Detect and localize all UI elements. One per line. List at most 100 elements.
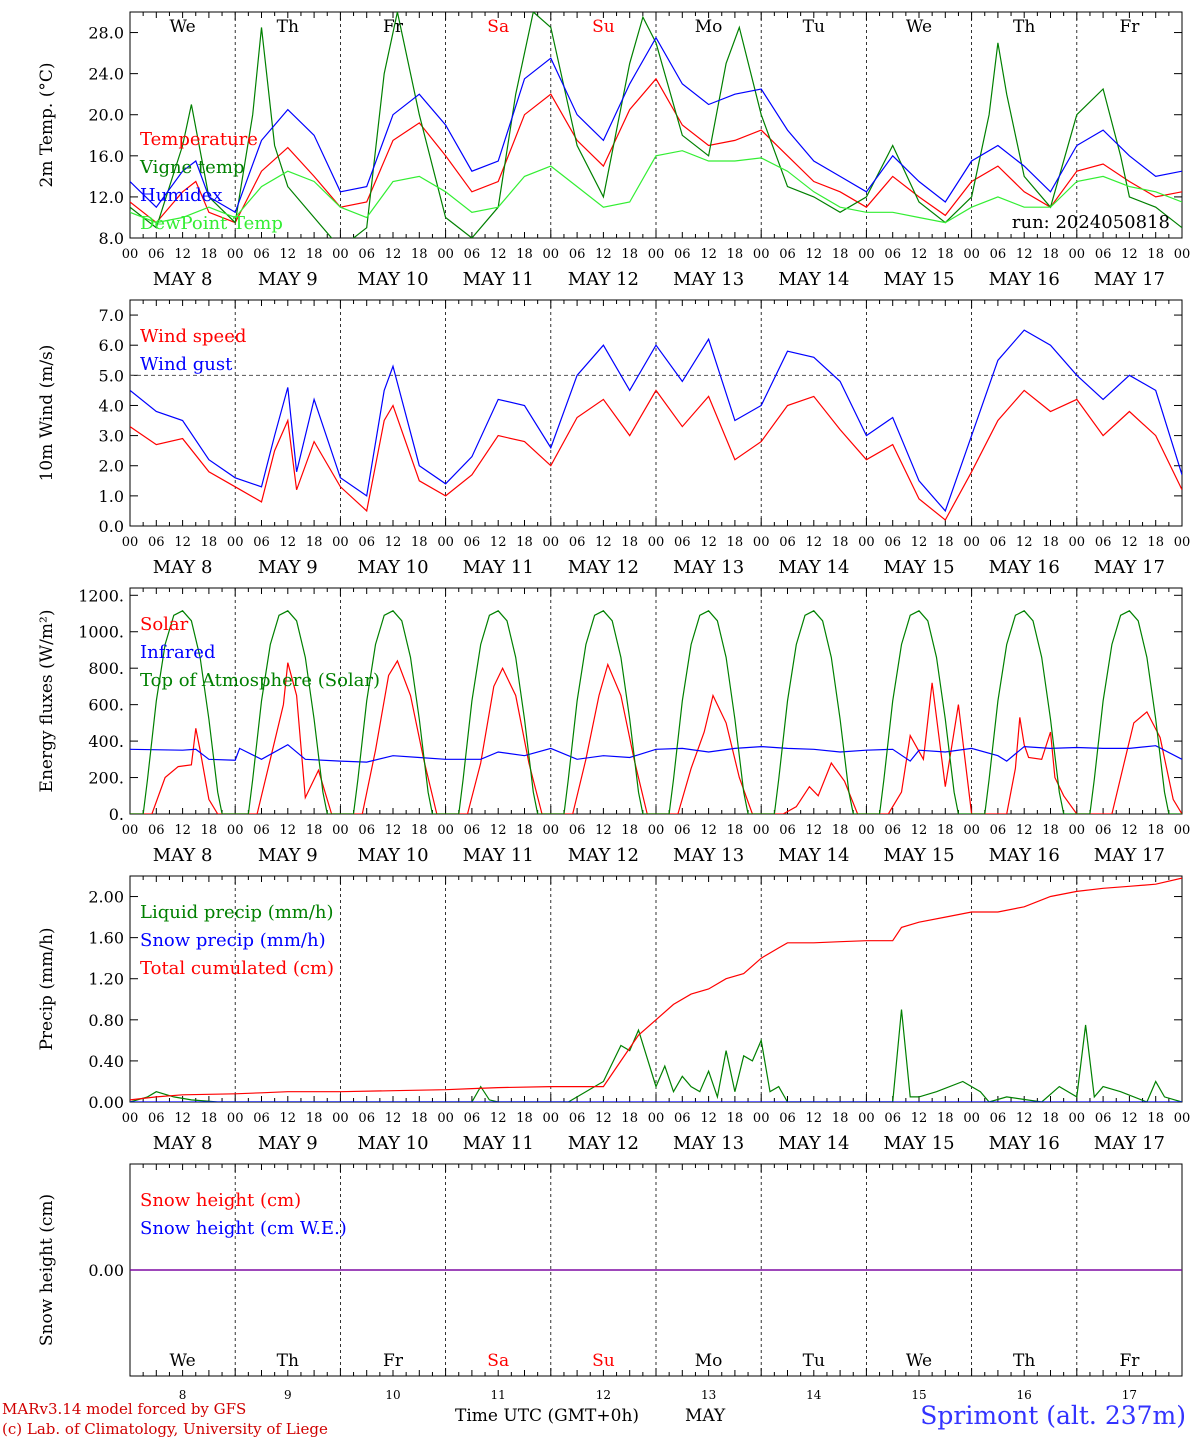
hour-tick-label: 00 xyxy=(227,535,244,550)
date-number: 10 xyxy=(385,1388,400,1402)
y-tick-label: 0.00 xyxy=(88,1261,124,1280)
date-label: MAY 11 xyxy=(463,1133,534,1154)
date-label: MAY 12 xyxy=(568,557,639,578)
date-label: MAY 14 xyxy=(778,269,849,290)
hour-tick-label: 12 xyxy=(174,535,191,550)
hour-tick-label: 12 xyxy=(490,247,507,262)
date-label: MAY 12 xyxy=(568,1133,639,1154)
legend-entry: Vigne temp xyxy=(139,157,244,178)
y-axis-label: Snow height (cm) xyxy=(37,1194,57,1346)
date-label: MAY 10 xyxy=(357,269,428,290)
hour-tick-label: 00 xyxy=(332,1111,349,1126)
hour-tick-label: 18 xyxy=(937,823,954,838)
hour-tick-label: 12 xyxy=(385,823,402,838)
hour-tick-label: 12 xyxy=(385,535,402,550)
series-line-dewpoint-temp xyxy=(130,150,1182,224)
hour-tick-label: 18 xyxy=(306,535,323,550)
hour-tick-label: 18 xyxy=(516,1111,533,1126)
hour-tick-label: 00 xyxy=(332,823,349,838)
day-label: Su xyxy=(592,1351,615,1371)
hour-tick-label: 06 xyxy=(569,247,586,262)
hour-tick-label: 00 xyxy=(543,535,560,550)
series-line-temperature xyxy=(130,77,1182,224)
y-tick-label: 1.60 xyxy=(88,929,124,948)
hour-tick-label: 12 xyxy=(806,1111,823,1126)
legend-entry: Infrared xyxy=(140,642,215,663)
hour-tick-label: 12 xyxy=(595,535,612,550)
hour-tick-label: 18 xyxy=(832,247,849,262)
hour-tick-label: 12 xyxy=(700,247,717,262)
legend-entry: Solar xyxy=(140,614,189,635)
legend-entry: Liquid precip (mm/h) xyxy=(140,902,334,923)
hour-tick-label: 12 xyxy=(1016,535,1033,550)
hour-tick-label: 00 xyxy=(227,1111,244,1126)
hour-tick-label: 06 xyxy=(779,535,796,550)
date-label: MAY 15 xyxy=(883,1133,954,1154)
date-label: MAY 14 xyxy=(778,1133,849,1154)
date-number: 13 xyxy=(701,1388,716,1402)
hour-tick-label: 00 xyxy=(1069,823,1086,838)
hour-tick-label: 18 xyxy=(937,247,954,262)
hour-tick-label: 18 xyxy=(201,247,218,262)
hour-tick-label: 00 xyxy=(437,823,454,838)
date-label: MAY 8 xyxy=(153,1133,213,1154)
hour-tick-label: 00 xyxy=(648,1111,665,1126)
legend-entry: Snow height (cm W.E.) xyxy=(140,1218,347,1239)
date-label: MAY 17 xyxy=(1094,845,1165,866)
hour-tick-label: 06 xyxy=(358,1111,375,1126)
hour-tick-label: 18 xyxy=(411,247,428,262)
hour-tick-label: 12 xyxy=(280,823,297,838)
day-label: Fr xyxy=(1119,17,1140,37)
hour-tick-label: 00 xyxy=(1174,247,1191,262)
hour-tick-label: 12 xyxy=(700,1111,717,1126)
hour-tick-label: 12 xyxy=(911,823,928,838)
hour-tick-label: 18 xyxy=(727,247,744,262)
hour-tick-label: 00 xyxy=(122,247,139,262)
credit-model: MARv3.14 model forced by GFS xyxy=(2,1400,247,1418)
y-tick-label: 400. xyxy=(88,732,124,751)
hour-tick-label: 06 xyxy=(253,823,270,838)
legend-entry: Snow precip (mm/h) xyxy=(140,930,326,951)
hour-tick-label: 06 xyxy=(464,1111,481,1126)
legend-entry: Wind gust xyxy=(140,354,233,375)
x-axis-month: MAY xyxy=(685,1406,726,1426)
hour-tick-label: 06 xyxy=(569,535,586,550)
hour-tick-label: 06 xyxy=(358,535,375,550)
hour-tick-label: 18 xyxy=(727,823,744,838)
hour-tick-label: 12 xyxy=(1016,823,1033,838)
hour-tick-label: 00 xyxy=(858,823,875,838)
date-label: MAY 13 xyxy=(673,557,744,578)
date-label: MAY 11 xyxy=(463,845,534,866)
date-label: MAY 8 xyxy=(153,845,213,866)
hour-tick-label: 00 xyxy=(648,823,665,838)
legend-entry: Temperature xyxy=(140,129,258,150)
hour-tick-label: 18 xyxy=(201,823,218,838)
hour-tick-label: 12 xyxy=(385,247,402,262)
panel-1 xyxy=(129,11,1183,239)
hour-tick-label: 12 xyxy=(1016,1111,1033,1126)
legend-entry: Humidex xyxy=(140,185,222,206)
hour-tick-label: 06 xyxy=(148,823,165,838)
day-label: Su xyxy=(592,17,615,37)
hour-tick-label: 00 xyxy=(332,247,349,262)
hour-tick-label: 00 xyxy=(543,823,560,838)
y-tick-label: 2.00 xyxy=(88,888,124,907)
date-label: MAY 16 xyxy=(989,557,1060,578)
hour-tick-label: 12 xyxy=(1121,247,1138,262)
hour-tick-label: 12 xyxy=(911,247,928,262)
y-tick-label: 600. xyxy=(88,696,124,715)
date-label: MAY 15 xyxy=(883,269,954,290)
run-label: run: 2024050818 xyxy=(1012,212,1170,233)
date-label: MAY 13 xyxy=(673,269,744,290)
hour-tick-label: 00 xyxy=(963,823,980,838)
series-line-vigne-temp xyxy=(130,12,1182,238)
date-number: 12 xyxy=(596,1388,611,1402)
hour-tick-label: 00 xyxy=(332,535,349,550)
hour-tick-label: 00 xyxy=(122,823,139,838)
hour-tick-label: 12 xyxy=(1016,247,1033,262)
hour-tick-label: 00 xyxy=(543,1111,560,1126)
hour-tick-label: 00 xyxy=(753,823,770,838)
hour-tick-label: 00 xyxy=(858,1111,875,1126)
hour-tick-label: 12 xyxy=(911,1111,928,1126)
